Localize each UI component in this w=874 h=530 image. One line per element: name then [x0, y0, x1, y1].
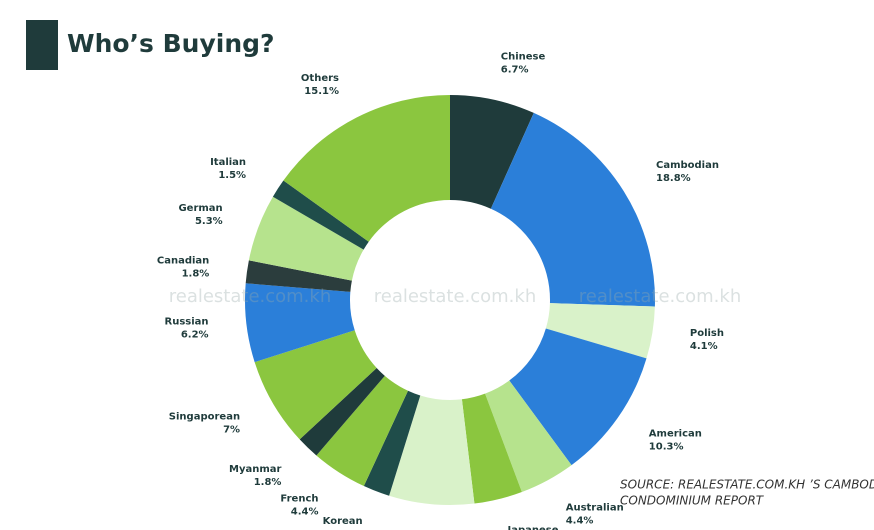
donut-segment	[316, 375, 408, 487]
donut-segment	[363, 390, 421, 496]
segment-value-label: 6.7%	[501, 64, 529, 75]
segment-value-label: 2.1%	[335, 529, 363, 530]
segment-label: Italian	[210, 157, 246, 168]
title-bar	[26, 20, 58, 70]
segment-label: Singaporean	[169, 411, 240, 422]
donut-segment	[245, 283, 355, 363]
donut-segment	[485, 380, 572, 492]
segment-value-label: 1.5%	[218, 170, 246, 181]
segment-value-label: 15.1%	[304, 86, 339, 97]
segment-label: American	[649, 429, 702, 440]
source: SOURCE: REALESTATE.COM.KH ’S CAMBODIA	[620, 478, 874, 492]
segment-label: Canadian	[157, 256, 209, 267]
segment-label: French	[280, 493, 318, 504]
segment-value-label: 5.3%	[195, 216, 223, 227]
segment-value-label: 7%	[223, 424, 240, 435]
donut-segment	[545, 303, 655, 359]
segment-label: Others	[301, 73, 339, 84]
segment-value-label: 18.8%	[656, 173, 691, 184]
donut-segment	[509, 328, 647, 466]
donut-segment	[254, 330, 377, 440]
donut-segment	[299, 367, 385, 456]
segment-value-label: 4.4%	[291, 506, 319, 517]
segment-value-label: 1.8%	[182, 269, 210, 280]
watermark: realestate.com.kh	[374, 286, 537, 307]
donut-segment	[245, 260, 352, 292]
donut-segment	[248, 196, 364, 281]
segment-value-label: 4.1%	[690, 341, 718, 352]
donut-segment	[272, 180, 369, 250]
watermark: realestate.com.kh	[579, 286, 742, 307]
donut-segment	[283, 95, 450, 242]
source: CONDOMINIUM REPORT	[620, 494, 765, 508]
segment-value-label: 4.4%	[566, 516, 594, 527]
chart-title: Who’s Buying?	[67, 29, 275, 58]
segment-value-label: 6.2%	[181, 329, 209, 340]
segment-label: Chinese	[501, 51, 546, 62]
watermark: realestate.com.kh	[169, 286, 332, 307]
segment-label: Japanese	[506, 525, 558, 530]
segment-label: Russian	[165, 316, 209, 327]
segment-label: Polish	[690, 328, 724, 339]
segment-label: Cambodian	[656, 160, 719, 171]
segment-value-label: 1.8%	[254, 477, 282, 488]
segment-label: Korean	[323, 516, 363, 527]
donut-segment	[490, 112, 656, 307]
segment-label: German	[178, 203, 222, 214]
donut-segment	[461, 393, 522, 504]
donut-segment	[450, 95, 534, 209]
segment-label: Australian	[566, 503, 624, 514]
segment-value-label: 10.3%	[649, 442, 684, 453]
donut-segment	[389, 395, 475, 505]
segment-label: Myanmar	[229, 464, 282, 475]
